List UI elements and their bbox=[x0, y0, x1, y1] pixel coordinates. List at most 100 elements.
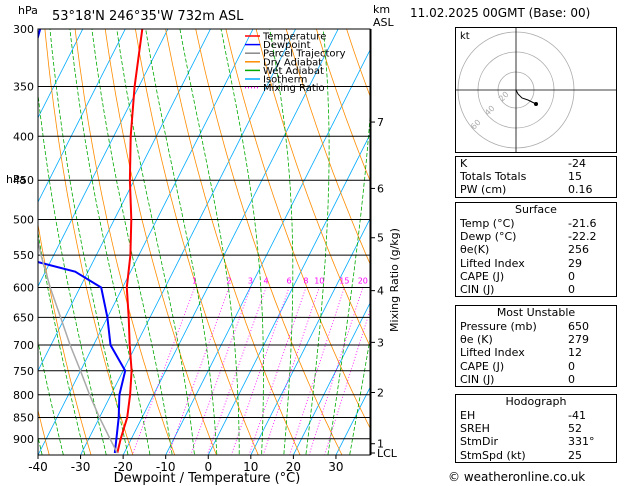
km-tick-label: 4 bbox=[377, 285, 384, 298]
legend-label: Dewpoint bbox=[263, 40, 311, 51]
index-row: PW (cm) 0.16 bbox=[460, 183, 593, 197]
mixing-ratio-label: 2 bbox=[227, 277, 232, 286]
isotherm-line bbox=[335, 386, 370, 455]
mixing-ratio-line bbox=[167, 287, 230, 455]
most-unstable-row: CIN (J) 0 bbox=[460, 372, 575, 386]
mixing-ratio-line bbox=[230, 287, 290, 455]
isotherm-line bbox=[38, 29, 84, 119]
mixing-ratio-label: 3 bbox=[248, 277, 253, 286]
hodograph-table: Hodograph EH -41 SREH 52 StmDir 331° StmSpd… bbox=[455, 394, 617, 463]
surface-table: Surface Temp (°C) -21.6 Dewp (°C) -22.2 θe… bbox=[455, 202, 617, 298]
mixing-ratio-axis-label: Mixing Ratio (g/kg) bbox=[388, 228, 401, 332]
most-unstable-row: Lifted Index 12 bbox=[460, 346, 582, 360]
hodograph-row: EH -41 bbox=[460, 409, 586, 422]
hodograph-row: StmSpd (kt) 25 bbox=[460, 448, 582, 462]
hodograph-table-title: Hodograph bbox=[505, 395, 567, 408]
mixing-ratio-line bbox=[131, 287, 195, 455]
pressure-unit: hPa bbox=[18, 4, 38, 17]
km-tick-label: 3 bbox=[377, 336, 384, 349]
hodograph-row: StmDir 331° bbox=[460, 435, 595, 449]
hodograph-ring-label: 20 bbox=[497, 90, 511, 104]
x-tick-label: -10 bbox=[156, 460, 176, 474]
most-unstable-title: Most Unstable bbox=[496, 306, 576, 319]
most-unstable-row: θe (K) 279 bbox=[460, 333, 589, 347]
date-header: 11.02.2025 00GMT (Base: 00) bbox=[410, 6, 591, 20]
x-tick-label: -30 bbox=[71, 460, 91, 474]
surface-row: Dewp (°C) -22.2 bbox=[460, 230, 597, 244]
series-line-temperature bbox=[116, 29, 144, 454]
dry-adiabat-line bbox=[165, 29, 301, 455]
mixing-ratio-label: 6 bbox=[286, 277, 291, 286]
dry-adiabat-line bbox=[285, 29, 370, 265]
wet-adiabat-line bbox=[269, 29, 294, 455]
x-tick-label: 20 bbox=[286, 460, 301, 474]
km-tick-label: LCL bbox=[377, 447, 398, 460]
dry-adiabat-line bbox=[225, 29, 370, 429]
pressure-tick-label: 700 bbox=[13, 339, 34, 352]
surface-row: CIN (J) 0 bbox=[460, 282, 575, 296]
series-line-parcel-trajectory bbox=[38, 237, 118, 454]
dry-adiabat-line bbox=[0, 0, 13, 478]
surface-row: θe(K) 256 bbox=[460, 243, 589, 257]
x-tick-label: 10 bbox=[243, 460, 258, 474]
wet-adiabat-line bbox=[91, 29, 173, 455]
indices-table: K -24 Totals Totals 15 PW (cm) 0.16 bbox=[455, 156, 617, 198]
pressure-tick-label: 300 bbox=[13, 23, 34, 36]
copyright-footer: © weatheronline.co.uk bbox=[448, 470, 586, 484]
most-unstable-row: Pressure (mb) 650 bbox=[460, 320, 589, 333]
hodograph-unit: kt bbox=[460, 31, 470, 42]
km-tick-label: 5 bbox=[377, 232, 384, 245]
wet-adiabat-line bbox=[327, 112, 370, 455]
wet-adiabat-line bbox=[49, 29, 129, 455]
mixing-ratio-label: 8 bbox=[303, 277, 308, 286]
index-row: K -24 bbox=[460, 157, 586, 170]
most-unstable-row: CAPE (J) 0 bbox=[460, 359, 575, 373]
km-unit: km bbox=[373, 3, 390, 16]
mixing-ratio-label: 15 bbox=[339, 277, 349, 286]
wet-adiabat-line bbox=[179, 29, 240, 455]
x-axis-label: Dewpoint / Temperature (°C) bbox=[114, 471, 301, 486]
dry-adiabat-line bbox=[315, 29, 370, 182]
index-row: Totals Totals 15 bbox=[460, 170, 582, 184]
mixing-ratio-line bbox=[190, 287, 251, 455]
km-tick-label: 6 bbox=[377, 182, 384, 195]
surface-row: CAPE (J) 0 bbox=[460, 269, 575, 283]
hodograph: kt 20 40 60 bbox=[455, 27, 617, 153]
chart-location: 53°18'N 246°35'W 732m ASL bbox=[52, 9, 244, 24]
dry-adiabat-line bbox=[195, 29, 343, 455]
x-tick-label: -20 bbox=[113, 460, 133, 474]
plot-frame bbox=[37, 28, 371, 456]
x-tick-label: -40 bbox=[28, 460, 48, 474]
wet-adiabat-line bbox=[145, 29, 218, 455]
legend-label: Isotherm bbox=[263, 75, 307, 86]
pressure-tick-label: 350 bbox=[13, 81, 34, 94]
legend-label: Parcel Trajectory bbox=[263, 49, 346, 60]
mixing-ratio-label: 20 bbox=[358, 277, 368, 286]
series-line-dewpoint bbox=[38, 29, 127, 454]
isotherm-line bbox=[409, 0, 410, 478]
dry-adiabat-line bbox=[38, 408, 50, 455]
pressure-tick-label: 550 bbox=[13, 249, 34, 262]
asl-unit: ASL bbox=[373, 16, 395, 29]
pressure-tick-label: 650 bbox=[13, 311, 34, 324]
wet-adiabat-line bbox=[69, 29, 151, 455]
x-tick-label: 0 bbox=[204, 460, 212, 474]
km-tick-label: 1 bbox=[377, 438, 384, 451]
wet-adiabat-line bbox=[38, 90, 107, 455]
legend-label: Mixing Ratio bbox=[263, 83, 325, 94]
isotherm-line bbox=[0, 0, 32, 478]
pressure-tick-label: 750 bbox=[13, 365, 34, 378]
skewt-chart: 1 2 3 4 6 8 10 15 20 25 3003504004505005506006507… bbox=[0, 0, 410, 486]
hodograph-ring-label: 40 bbox=[483, 104, 497, 118]
wet-adiabat-line bbox=[305, 29, 330, 455]
km-tick-label: 2 bbox=[377, 387, 384, 400]
wet-adiabat-line bbox=[38, 339, 64, 455]
surface-title: Surface bbox=[515, 203, 557, 216]
pressure-tick-label: 450 bbox=[13, 174, 34, 187]
wet-adiabat-line bbox=[0, 0, 26, 478]
dry-adiabat-line bbox=[38, 221, 92, 455]
mixing-ratio-label: 10 bbox=[314, 277, 324, 286]
y-axis-label: hPa bbox=[6, 173, 26, 186]
legend-label: Wet Adiabat bbox=[263, 66, 324, 77]
isotherm-line bbox=[38, 29, 126, 203]
